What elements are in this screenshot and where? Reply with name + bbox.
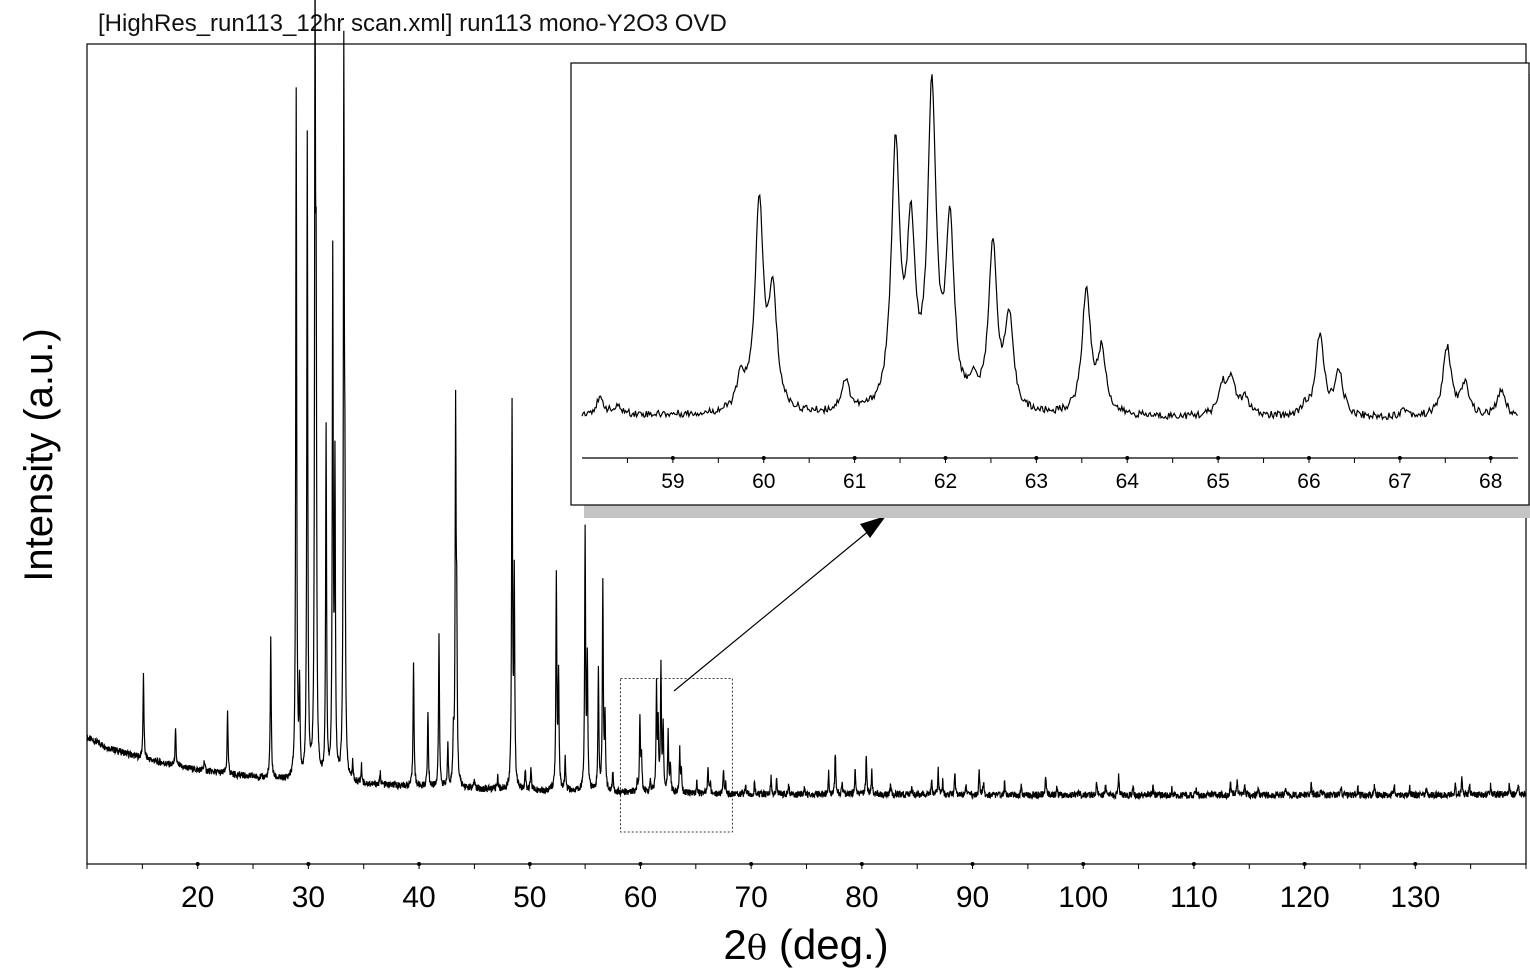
- main-major-tick-dot: [1302, 862, 1307, 866]
- main-major-tick-dot: [970, 862, 975, 866]
- main-tick-label: 110: [1170, 881, 1218, 914]
- main-tick-label: 30: [292, 881, 325, 914]
- inset-tick-label: 62: [934, 470, 957, 493]
- inset-tick-label: 65: [1206, 470, 1229, 493]
- main-major-tick-dot: [1413, 862, 1418, 866]
- inset-major-tick-dot: [1488, 456, 1493, 460]
- inset-major-tick-dot: [1125, 456, 1130, 460]
- inset-tick-label: 61: [843, 470, 866, 493]
- y-axis-label: Intensity (a.u.): [17, 328, 61, 581]
- zoom-region-box: [620, 678, 733, 833]
- chart-title: [HighRes_run113_12hr scan.xml] run113 mo…: [98, 10, 727, 37]
- main-tick-label: 120: [1280, 881, 1330, 914]
- main-tick-label: 40: [402, 881, 435, 914]
- main-tick-label: 80: [845, 881, 878, 914]
- main-tick-label: 70: [734, 881, 767, 914]
- inset-tick-label: 63: [1025, 470, 1048, 493]
- inset-tick-label: 66: [1297, 470, 1320, 493]
- main-major-tick-dot: [1191, 862, 1196, 866]
- x-axis-label: 2θ (deg.): [723, 921, 888, 968]
- inset-major-tick-dot: [943, 456, 948, 460]
- inset-tick-label: 67: [1388, 470, 1411, 493]
- inset-plot: 59 60 61 62 63 64 65 66 67 68: [570, 62, 1530, 518]
- main-major-tick-dot: [638, 862, 643, 866]
- inset-x-ticks: 59 60 61 62 63 64 65 66 67 68: [626, 456, 1502, 493]
- inset-shadow: [584, 505, 1530, 518]
- inset-frame: [570, 62, 1530, 506]
- inset-major-tick-dot: [1397, 456, 1402, 460]
- inset-major-tick-dot: [1216, 456, 1221, 460]
- main-major-tick-dot: [417, 862, 422, 866]
- inset-series-line: [581, 74, 1519, 421]
- main-major-tick-dot: [306, 862, 311, 866]
- main-major-tick-dot: [527, 862, 532, 866]
- main-tick-label: 90: [956, 881, 989, 914]
- main-plot: 20 30 40 50 60 70 80 90 100 110 120 130: [86, 0, 1527, 914]
- zoom-arrow: [673, 516, 886, 692]
- inset-major-tick-dot: [852, 456, 857, 460]
- main-major-tick-dot: [859, 862, 864, 866]
- main-tick-label: 100: [1058, 881, 1108, 914]
- main-tick-label: 50: [513, 881, 546, 914]
- main-series-line: [86, 0, 1527, 801]
- inset-major-tick-dot: [761, 456, 766, 460]
- inset-tick-label: 68: [1479, 470, 1502, 493]
- main-major-tick-dot: [195, 862, 200, 866]
- inset-tick-label: 60: [752, 470, 775, 493]
- inset-major-tick-dot: [1306, 456, 1311, 460]
- inset-tick-label: 59: [661, 470, 684, 493]
- main-tick-label: 130: [1390, 881, 1440, 914]
- inset-major-tick-dot: [670, 456, 675, 460]
- main-major-tick-dot: [749, 862, 754, 866]
- inset-major-tick-dot: [1034, 456, 1039, 460]
- zoom-arrow-line: [673, 529, 871, 692]
- main-tick-label: 60: [624, 881, 657, 914]
- zoom-arrow-head: [860, 516, 886, 538]
- main-x-ticks: 20 30 40 50 60 70 80 90 100 110 120 130: [86, 862, 1527, 914]
- main-major-tick-dot: [1081, 862, 1086, 866]
- main-tick-label: 20: [181, 881, 214, 914]
- inset-tick-label: 64: [1116, 470, 1140, 493]
